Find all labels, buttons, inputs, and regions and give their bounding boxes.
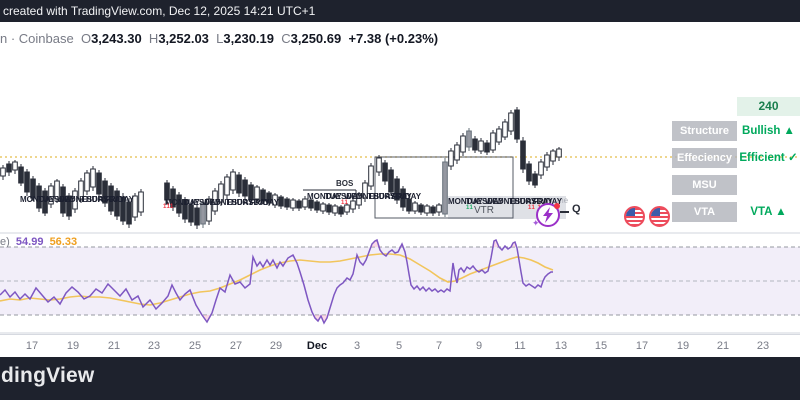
- panel-label-msu: MSU: [672, 175, 737, 195]
- time-axis[interactable]: 17 19 21 23 25 27 29 Dec 3 5 7 9 11 13 15 17 19 21 23: [0, 334, 800, 358]
- panel-value-structure: Bullish ▲: [742, 125, 795, 137]
- flag-canton: [626, 208, 635, 216]
- day-label: THURSDAY: [226, 198, 270, 207]
- panel-label-effeciency: Effeciency: [672, 148, 737, 168]
- low-label: L: [216, 31, 224, 46]
- day-label: WEDNESDAY: [57, 195, 109, 204]
- vtr-label: VTR: [474, 205, 494, 216]
- rsi-indicator-legend[interactable]: e) 54.99 56.33: [0, 236, 77, 248]
- time-axis-label: 23: [147, 340, 161, 352]
- partial-word-label: me: [557, 196, 569, 205]
- lightning-boost-button[interactable]: ✦: [532, 203, 560, 228]
- day-label: TUESDAY: [466, 197, 504, 206]
- rsi-name-truncated: e): [0, 236, 10, 248]
- time-axis-label: 7: [435, 340, 443, 352]
- time-axis-label: Dec: [306, 340, 328, 352]
- panel-label-structure: Structure: [672, 121, 737, 141]
- time-axis-label: 15: [594, 340, 608, 352]
- lightning-icon: [543, 207, 553, 223]
- day-label: TUESDAY: [325, 192, 363, 201]
- count-mark: 11: [341, 200, 349, 206]
- time-axis-label: 13: [554, 340, 568, 352]
- open-label: O: [80, 31, 92, 46]
- time-axis-label: 23: [756, 340, 770, 352]
- panel-value-effeciency: Efficient ✓: [739, 152, 798, 164]
- time-axis-label: 25: [188, 340, 202, 352]
- time-axis-label: 19: [66, 340, 80, 352]
- logo-bar: dingView: [0, 357, 800, 400]
- sparkle-icon: ✦: [532, 218, 540, 228]
- us-flag-icon: [624, 206, 645, 227]
- symbol-name[interactable]: n · Coinbase: [0, 31, 74, 46]
- day-label: TUESDAY: [183, 198, 221, 207]
- magnifier-q-button[interactable]: Q: [572, 203, 581, 215]
- close-value: 3,250.69: [290, 31, 342, 46]
- high-label: H: [148, 31, 159, 46]
- time-axis-label: 9: [475, 340, 483, 352]
- rsi-value: 54.99: [15, 236, 44, 248]
- minimized-toolbar-dash[interactable]: [560, 211, 569, 213]
- attribution-text: created with TradingView.com, Dec 12, 20…: [3, 4, 316, 18]
- time-axis-label: 21: [107, 340, 121, 352]
- symbol-legend[interactable]: n · Coinbase O3,243.30 H3,252.03 L3,230.…: [0, 31, 438, 47]
- attribution-bar: created with TradingView.com, Dec 12, 20…: [0, 0, 800, 22]
- panel-label-vta: VTA: [672, 202, 737, 222]
- us-flag-icon: [649, 206, 670, 227]
- day-label: FRIDAY: [250, 198, 280, 207]
- count-mark: 111: [163, 204, 174, 210]
- time-axis-label: 21: [716, 340, 730, 352]
- panel-value-msu: [737, 175, 800, 195]
- day-label: MONDAY: [20, 195, 55, 204]
- low-value: 3,230.19: [223, 31, 274, 46]
- time-axis-label: 19: [676, 340, 690, 352]
- time-axis-label: 29: [269, 340, 283, 352]
- day-label: FRIDAY: [105, 195, 135, 204]
- day-label: THURSDAY: [81, 195, 125, 204]
- time-axis-label: 17: [635, 340, 649, 352]
- day-label: THURSDAY: [368, 192, 412, 201]
- time-axis-label: 27: [229, 340, 243, 352]
- day-label: FRIDAY: [533, 197, 563, 206]
- flag-canton: [651, 208, 660, 216]
- notification-dot: [554, 203, 560, 209]
- time-axis-label: 17: [25, 340, 39, 352]
- time-axis-label: 3: [353, 340, 361, 352]
- change-value: +7.38 (+0.23%): [348, 31, 439, 46]
- close-label: C: [281, 31, 291, 46]
- count-mark: 11: [466, 205, 474, 211]
- day-label: TUESDAY: [38, 195, 76, 204]
- time-axis-label: 11: [514, 340, 526, 352]
- panel-value-vta: VTA ▲: [750, 206, 787, 218]
- high-value: 3,252.03: [158, 31, 209, 46]
- rsi-ma-value: 56.33: [49, 236, 78, 248]
- tradingview-logo: dingView: [1, 364, 95, 387]
- bos-label: BOS: [336, 179, 354, 188]
- day-label: WEDNESDAY: [344, 192, 396, 201]
- timeframe-cell: 240: [737, 97, 800, 116]
- day-label: FRIDAY: [392, 192, 422, 201]
- day-label: MONDAY: [307, 192, 342, 201]
- day-label: WEDNESDAY: [485, 197, 537, 206]
- time-axis-label: 5: [395, 340, 403, 352]
- day-label: MONDAY: [448, 197, 483, 206]
- day-label: WEDNESDAY: [202, 198, 254, 207]
- day-label: MONDAY: [165, 198, 200, 207]
- count-mark: 11 14: [528, 205, 546, 211]
- day-label: THURSDAY: [509, 197, 553, 206]
- open-value: 3,243.30: [91, 31, 142, 46]
